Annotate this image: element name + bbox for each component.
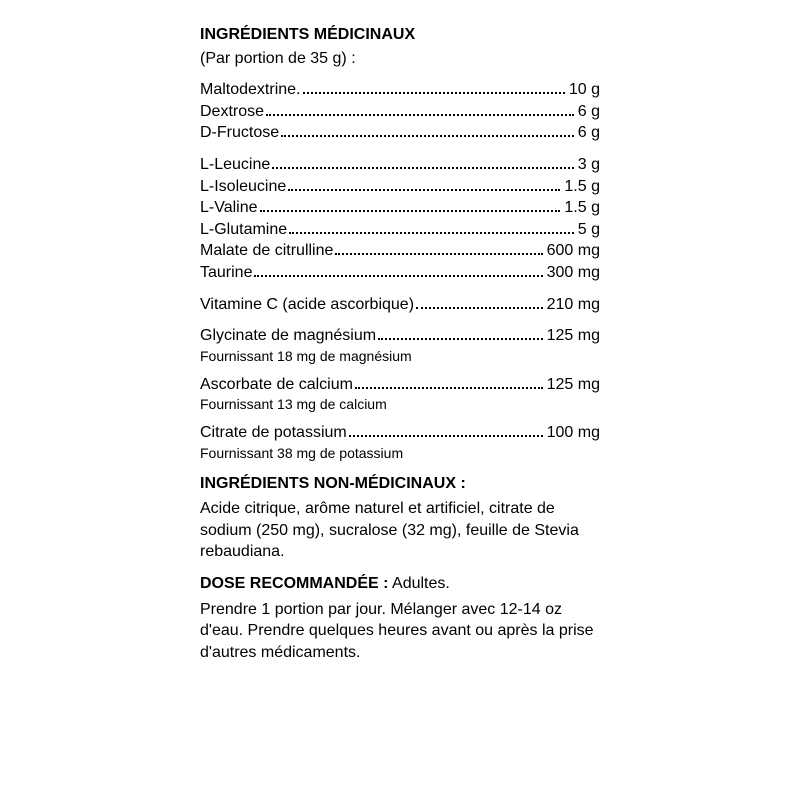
ingredient-row: Maltodextrine. 10 g	[200, 79, 600, 101]
dose-heading: DOSE RECOMMANDÉE :	[200, 575, 388, 592]
ingredient-amount: 3 g	[578, 154, 600, 176]
ingredient-amount: 125 mg	[547, 374, 600, 396]
ingredient-group-4: Glycinate de magnésium125 mgFournissant …	[200, 325, 600, 462]
ingredient-amount: 6 g	[578, 122, 600, 144]
ingredient-label: D-Fructose	[200, 122, 279, 144]
ingredient-label: Glycinate de magnésium	[200, 325, 376, 347]
dot-leader	[288, 180, 560, 191]
ingredient-label: L-Isoleucine	[200, 176, 286, 198]
ingredient-row: Malate de citrulline 600 mg	[200, 240, 600, 262]
ingredient-label: L-Glutamine	[200, 219, 287, 241]
dose-text: Prendre 1 portion par jour. Mélanger ave…	[200, 599, 600, 664]
ingredient-amount: 300 mg	[547, 262, 600, 284]
dose-audience: Adultes.	[392, 575, 450, 592]
ingredient-amount: 600 mg	[547, 240, 600, 262]
ingredient-row: L-Glutamine 5 g	[200, 219, 600, 241]
dot-leader	[260, 201, 561, 212]
ingredient-amount: 1.5 g	[564, 176, 600, 198]
dose-line: DOSE RECOMMANDÉE : Adultes.	[200, 573, 600, 595]
ingredient-amount: 125 mg	[547, 325, 600, 347]
dot-leader	[266, 105, 574, 116]
ingredient-amount: 5 g	[578, 219, 600, 241]
nonmedicinal-heading: INGRÉDIENTS NON-MÉDICINAUX :	[200, 473, 600, 495]
ingredient-group-3: Vitamine C (acide ascorbique) 210 mg	[200, 294, 600, 316]
ingredient-subnote: Fournissant 18 mg de magnésium	[200, 347, 600, 366]
dot-leader	[355, 378, 543, 389]
dot-leader	[272, 158, 573, 169]
ingredient-row: Dextrose 6 g	[200, 101, 600, 123]
ingredient-label: Malate de citrulline	[200, 240, 333, 262]
ingredient-subnote: Fournissant 13 mg de calcium	[200, 395, 600, 414]
ingredient-row: Glycinate de magnésium 125 mg	[200, 325, 600, 347]
ingredient-subnote: Fournissant 38 mg de potassium	[200, 444, 600, 463]
dot-leader	[303, 83, 565, 94]
ingredient-row: Vitamine C (acide ascorbique) 210 mg	[200, 294, 600, 316]
ingredient-group-1: Maltodextrine. 10 g Dextrose 6 g D-Fructose 6…	[200, 79, 600, 144]
ingredient-label: L-Valine	[200, 197, 258, 219]
ingredient-amount: 10 g	[569, 79, 600, 101]
medicinal-heading: INGRÉDIENTS MÉDICINAUX	[200, 24, 600, 46]
ingredient-row: L-Isoleucine 1.5 g	[200, 176, 600, 198]
ingredient-row: Citrate de potassium 100 mg	[200, 422, 600, 444]
ingredient-label: L-Leucine	[200, 154, 270, 176]
supplement-facts-panel: INGRÉDIENTS MÉDICINAUX (Par portion de 3…	[0, 0, 800, 697]
dot-leader	[335, 245, 542, 256]
ingredient-amount: 100 mg	[547, 422, 600, 444]
medicinal-subtitle: (Par portion de 35 g) :	[200, 48, 600, 70]
dot-leader	[416, 298, 543, 309]
ingredient-row: Ascorbate de calcium 125 mg	[200, 374, 600, 396]
dot-leader	[281, 127, 574, 138]
ingredient-label: Dextrose	[200, 101, 264, 123]
dot-leader	[289, 223, 574, 234]
ingredient-label: Ascorbate de calcium	[200, 374, 353, 396]
ingredient-label: Maltodextrine.	[200, 79, 301, 101]
dot-leader	[349, 426, 543, 437]
ingredient-amount: 1.5 g	[564, 197, 600, 219]
ingredient-amount: 6 g	[578, 101, 600, 123]
ingredient-label: Citrate de potassium	[200, 422, 347, 444]
ingredient-row: L-Leucine 3 g	[200, 154, 600, 176]
dot-leader	[378, 329, 543, 340]
ingredient-group-2: L-Leucine 3 g L-Isoleucine 1.5 g L-Valine 1.5…	[200, 154, 600, 284]
dot-leader	[254, 266, 542, 277]
ingredient-label: Vitamine C (acide ascorbique)	[200, 294, 414, 316]
ingredient-label: Taurine	[200, 262, 252, 284]
nonmedicinal-text: Acide citrique, arôme naturel et artific…	[200, 498, 600, 563]
ingredient-row: L-Valine 1.5 g	[200, 197, 600, 219]
ingredient-row: D-Fructose 6 g	[200, 122, 600, 144]
ingredient-row: Taurine 300 mg	[200, 262, 600, 284]
ingredient-amount: 210 mg	[547, 294, 600, 316]
